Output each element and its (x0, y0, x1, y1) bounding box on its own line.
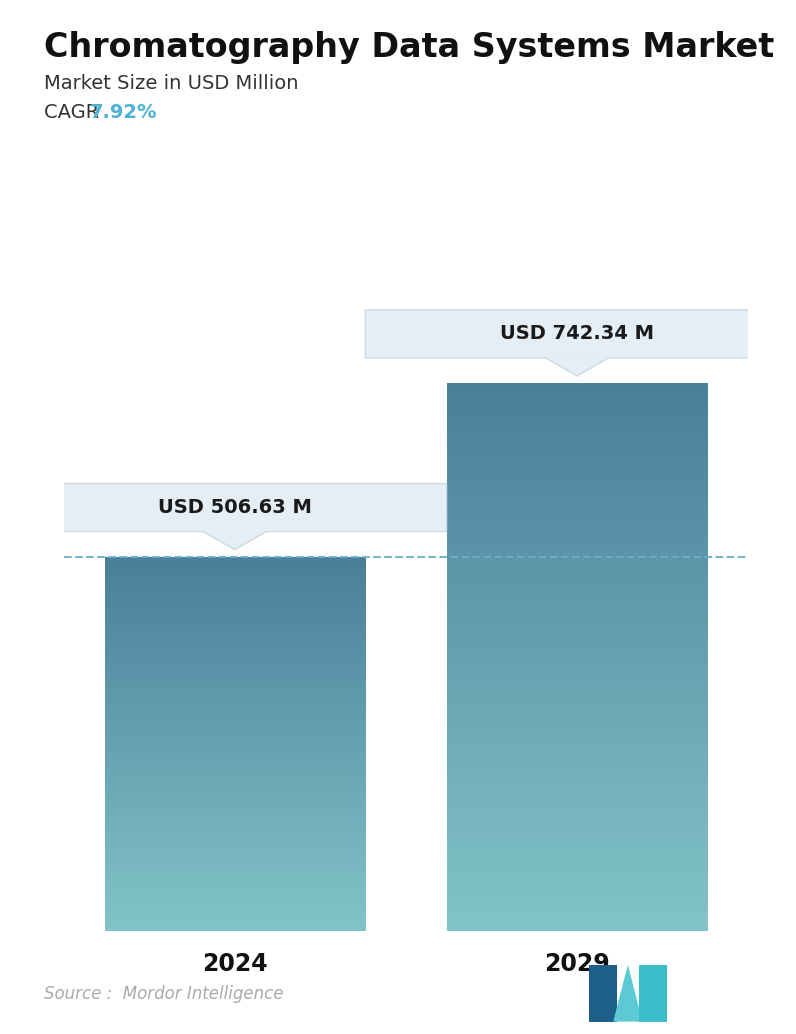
Text: Chromatography Data Systems Market: Chromatography Data Systems Market (44, 31, 774, 64)
Polygon shape (589, 965, 617, 1022)
FancyBboxPatch shape (23, 484, 447, 531)
FancyBboxPatch shape (365, 310, 789, 358)
Polygon shape (613, 965, 642, 1022)
Text: USD 506.63 M: USD 506.63 M (158, 498, 312, 517)
Polygon shape (639, 965, 667, 1022)
Text: 7.92%: 7.92% (90, 103, 158, 122)
Polygon shape (546, 358, 608, 376)
Text: USD 742.34 M: USD 742.34 M (500, 325, 654, 343)
Text: Market Size in USD Million: Market Size in USD Million (44, 74, 298, 93)
Text: CAGR: CAGR (44, 103, 105, 122)
Text: Source :  Mordor Intelligence: Source : Mordor Intelligence (44, 985, 283, 1003)
Polygon shape (204, 531, 266, 550)
